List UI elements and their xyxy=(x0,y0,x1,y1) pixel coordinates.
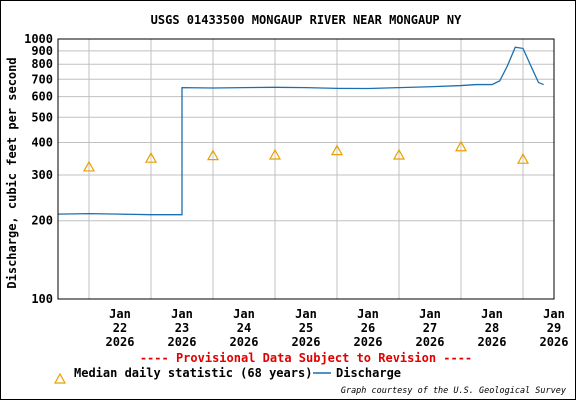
y-axis-label: Discharge, cubic feet per second xyxy=(5,57,19,288)
x-tick-month: Jan xyxy=(357,307,379,321)
x-tick-day: 22 xyxy=(113,321,127,335)
discharge-line xyxy=(57,46,544,216)
median-triangle-marker xyxy=(268,148,282,160)
legend-median-label: Median daily statistic (68 years) xyxy=(74,366,312,380)
plot-border xyxy=(57,38,555,300)
x-tick-month: Jan xyxy=(543,307,565,321)
median-triangle-marker xyxy=(392,148,406,160)
median-triangle-marker xyxy=(330,144,344,156)
x-tick-day: 24 xyxy=(237,321,251,335)
x-tick-day: 26 xyxy=(361,321,375,335)
x-tick-month: Jan xyxy=(233,307,255,321)
x-tick-year: 2026 xyxy=(106,335,135,349)
y-tick-label: 200 xyxy=(31,214,53,228)
y-tick-label: 800 xyxy=(31,57,53,71)
y-tick-label: 600 xyxy=(31,90,53,104)
x-tick-month: Jan xyxy=(481,307,503,321)
credit-text: Graph courtesy of the U.S. Geological Su… xyxy=(341,386,567,396)
x-tick-day: 29 xyxy=(547,321,561,335)
x-tick-day: 25 xyxy=(299,321,313,335)
x-tick-year: 2026 xyxy=(292,335,321,349)
median-triangle-marker xyxy=(454,140,468,152)
x-tick-labels: Jan222026Jan232026Jan242026Jan252026Jan2… xyxy=(106,307,569,349)
median-triangle-marker xyxy=(144,151,158,163)
y-tick-label: 400 xyxy=(31,135,53,149)
x-tick-year: 2026 xyxy=(230,335,259,349)
provisional-notice: ---- Provisional Data Subject to Revisio… xyxy=(140,351,472,365)
x-tick-year: 2026 xyxy=(168,335,197,349)
y-tick-label: 700 xyxy=(31,72,53,86)
x-tick-month: Jan xyxy=(109,307,131,321)
x-tick-month: Jan xyxy=(419,307,441,321)
x-tick-month: Jan xyxy=(171,307,193,321)
x-tick-year: 2026 xyxy=(540,335,569,349)
chart-title: USGS 01433500 MONGAUP RIVER NEAR MONGAUP… xyxy=(151,13,462,27)
x-tick-day: 27 xyxy=(423,321,437,335)
x-tick-month: Jan xyxy=(295,307,317,321)
median-triangle-marker xyxy=(206,149,220,161)
x-tick-day: 23 xyxy=(175,321,189,335)
y-tick-label: 300 xyxy=(31,168,53,182)
x-tick-day: 28 xyxy=(485,321,499,335)
legend-discharge-label: Discharge xyxy=(336,366,401,380)
series-layer xyxy=(57,46,544,216)
x-tick-year: 2026 xyxy=(478,335,507,349)
x-tick-year: 2026 xyxy=(354,335,383,349)
y-tick-label: 900 xyxy=(31,44,53,58)
x-tick-year: 2026 xyxy=(416,335,445,349)
y-tick-label: 500 xyxy=(31,110,53,124)
median-triangle-marker xyxy=(82,160,96,172)
triangle-icon xyxy=(53,372,67,384)
median-triangle-marker xyxy=(516,152,530,164)
y-tick-label: 100 xyxy=(31,292,53,306)
grid-lines xyxy=(58,38,554,300)
y-tick-label: 1000 xyxy=(24,32,53,46)
legend: Median daily statistic (68 years) Discha… xyxy=(53,366,401,384)
